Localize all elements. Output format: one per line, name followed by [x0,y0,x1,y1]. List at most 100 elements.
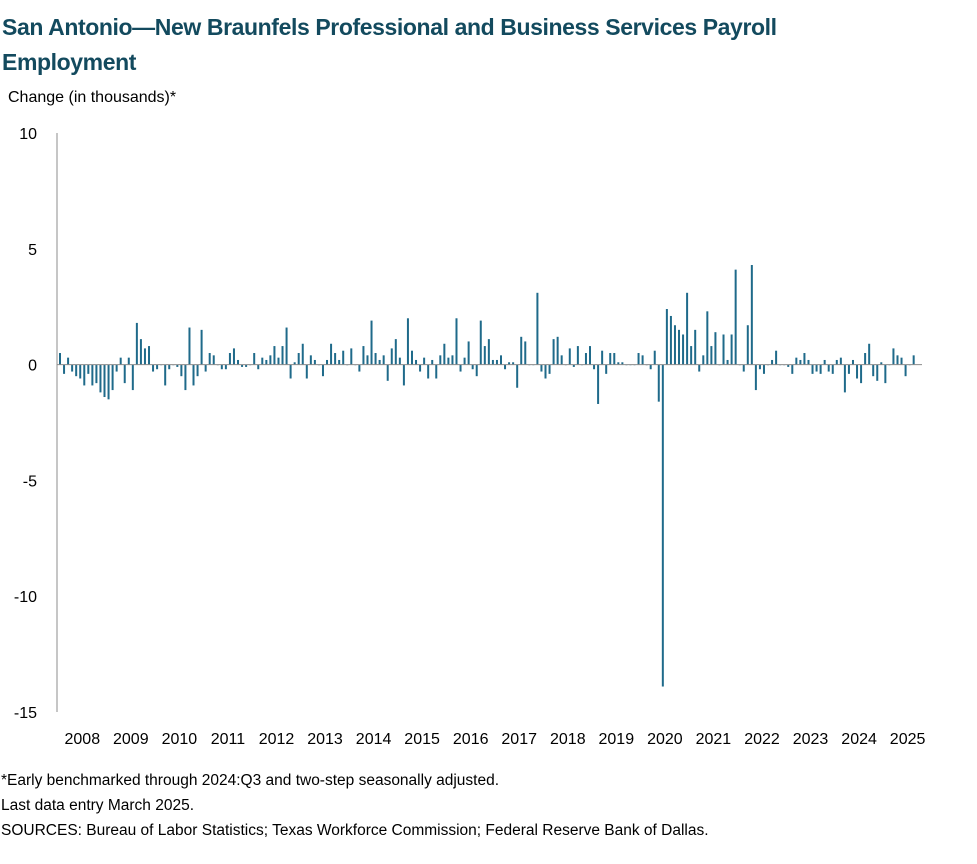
bar [358,364,361,372]
bar [694,329,697,365]
bar [443,343,446,365]
bar [872,364,875,377]
bar [475,364,478,377]
bar [390,348,393,365]
bar [127,357,130,365]
y-tick-label: -15 [14,705,37,722]
bar [698,364,701,372]
bar [601,350,604,365]
bar [556,336,559,365]
bar [111,364,114,391]
bar [746,325,749,365]
bar [572,364,575,367]
bar [500,355,502,365]
bar [366,355,369,365]
bar [135,322,138,365]
bar [831,364,834,374]
bar [609,353,612,365]
bar [467,341,470,365]
y-tick-label: 10 [19,126,37,143]
bar [168,364,171,370]
bar [427,364,430,379]
bar [265,359,268,365]
bar [382,355,385,365]
x-tick-label: 2025 [890,731,926,748]
x-tick-label: 2023 [793,731,829,748]
bar [742,364,745,372]
bar [617,362,620,365]
bar [584,353,587,365]
y-tick-label: -5 [23,473,37,490]
bar [362,346,365,365]
bar [734,269,737,365]
bar [99,364,102,393]
bar [714,332,717,365]
x-tick-label: 2013 [307,731,343,748]
bar [459,364,462,372]
bar [402,364,405,386]
bar [326,359,329,365]
bar [370,320,373,365]
y-tick-label: -10 [14,589,37,606]
bar [87,364,90,374]
bar [342,350,345,365]
x-tick-label: 2020 [647,731,683,748]
bar [313,359,316,365]
bar [200,329,203,365]
chart-notes: *Early benchmarked through 2024:Q3 and t… [1,768,709,843]
bar [245,364,248,367]
bar [471,364,474,370]
bar-series [59,265,915,687]
bar [771,359,774,365]
bar [544,364,547,379]
chart-title: San Antonio—New Braunfels Professional a… [2,14,777,75]
bar [722,334,725,365]
bar [669,315,672,365]
bar [605,364,608,374]
bar [257,364,260,370]
bar [192,364,195,386]
bar [803,353,806,365]
x-tick-label: 2014 [356,731,392,748]
x-tick-label: 2019 [599,731,635,748]
bar [289,364,292,379]
bar [75,364,78,377]
bar [775,350,778,365]
bar [710,346,713,365]
bar [237,359,240,365]
bar [839,357,842,365]
bar [273,346,276,365]
bar [220,364,223,370]
bar [665,309,668,365]
bar [726,359,729,365]
bar [419,364,422,372]
x-tick-label: 2008 [65,731,101,748]
bar [758,364,761,370]
bar [63,364,66,374]
bar [394,339,397,365]
bar [795,357,798,365]
bar [653,350,656,365]
bar [649,364,652,370]
bar [900,357,903,365]
x-tick-label: 2018 [550,731,586,748]
bar [281,346,284,365]
x-tick-label: 2011 [211,731,246,748]
bar [799,359,802,365]
x-axis-ticks: 2008 2009 2010 2011 2012 2013 2014 2015 2016 2017… [65,731,926,748]
bar [754,364,757,391]
bar [439,355,442,365]
bar [451,355,454,365]
bar [143,348,146,365]
bar [827,364,830,372]
bar [269,355,272,365]
bar [386,364,389,381]
bar [330,343,333,365]
x-tick-label: 2012 [259,731,295,748]
bar [321,364,324,377]
bar [516,364,519,388]
bar [224,364,227,370]
bar [374,353,377,365]
bar [95,364,98,384]
